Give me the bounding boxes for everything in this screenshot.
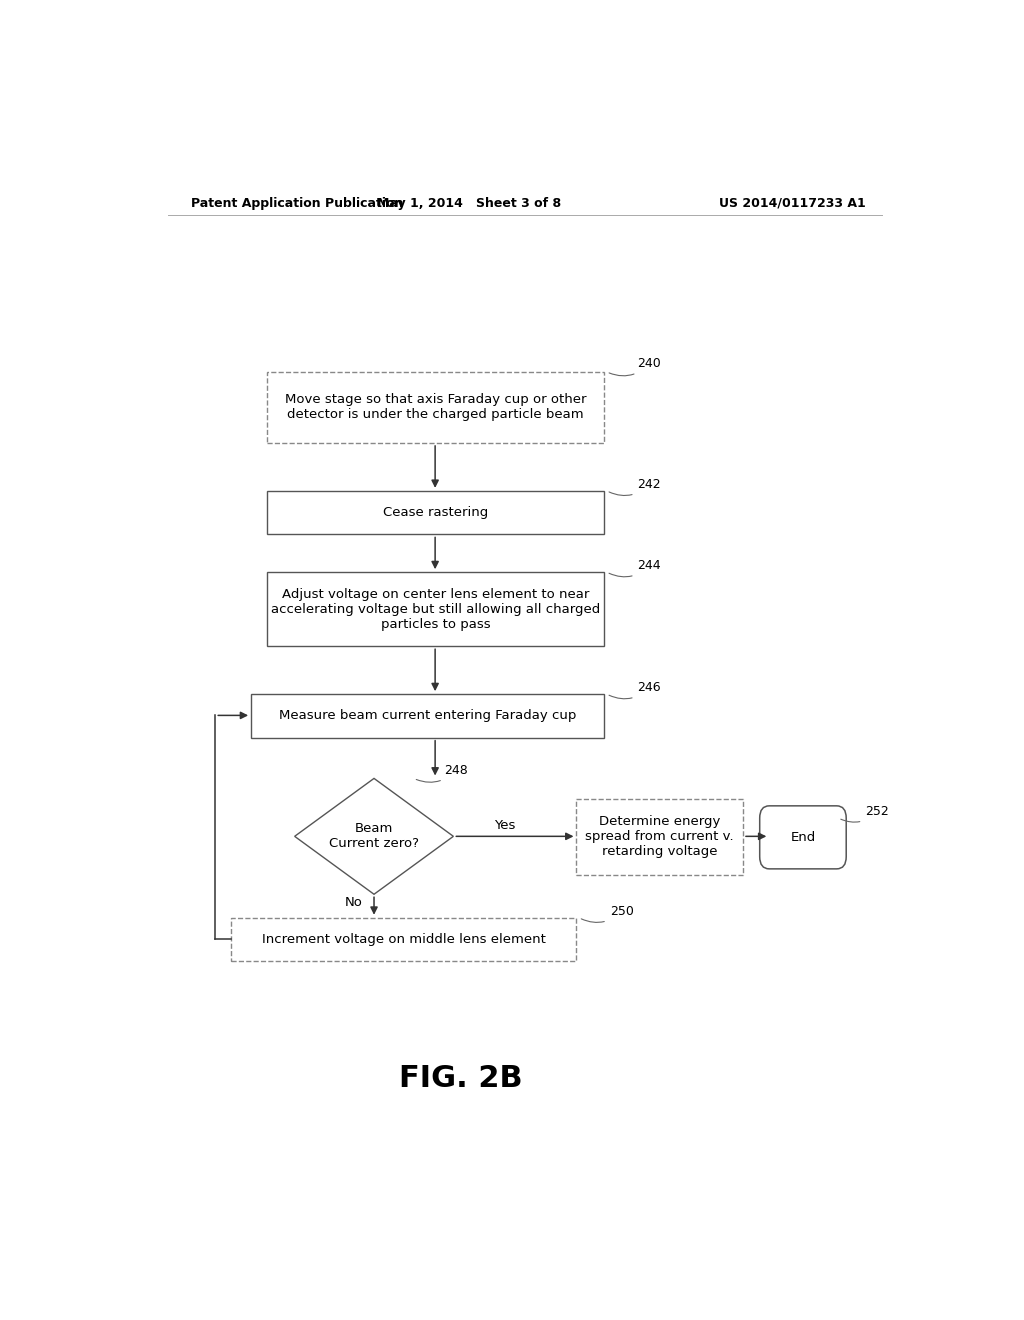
FancyBboxPatch shape bbox=[267, 572, 604, 647]
Text: 244: 244 bbox=[609, 560, 662, 577]
FancyBboxPatch shape bbox=[251, 694, 604, 738]
Text: 240: 240 bbox=[609, 358, 662, 376]
Text: 250: 250 bbox=[582, 906, 634, 923]
Text: Adjust voltage on center lens element to near
accelerating voltage but still all: Adjust voltage on center lens element to… bbox=[271, 587, 600, 631]
FancyBboxPatch shape bbox=[577, 799, 743, 875]
FancyBboxPatch shape bbox=[267, 491, 604, 535]
FancyBboxPatch shape bbox=[267, 372, 604, 444]
Text: 242: 242 bbox=[609, 478, 662, 495]
Text: Patent Application Publication: Patent Application Publication bbox=[191, 197, 403, 210]
Text: 248: 248 bbox=[417, 764, 468, 783]
Text: Yes: Yes bbox=[494, 818, 515, 832]
Polygon shape bbox=[295, 779, 454, 894]
Text: Cease rastering: Cease rastering bbox=[383, 506, 488, 519]
Text: No: No bbox=[345, 896, 364, 909]
Text: Measure beam current entering Faraday cup: Measure beam current entering Faraday cu… bbox=[279, 709, 577, 722]
Text: 246: 246 bbox=[609, 681, 662, 698]
Text: May 1, 2014   Sheet 3 of 8: May 1, 2014 Sheet 3 of 8 bbox=[377, 197, 561, 210]
Text: End: End bbox=[791, 830, 815, 843]
Text: Determine energy
spread from current v.
retarding voltage: Determine energy spread from current v. … bbox=[586, 816, 734, 858]
Text: Increment voltage on middle lens element: Increment voltage on middle lens element bbox=[262, 933, 546, 946]
Text: Move stage so that axis Faraday cup or other
detector is under the charged parti: Move stage so that axis Faraday cup or o… bbox=[285, 393, 587, 421]
Text: FIG. 2B: FIG. 2B bbox=[399, 1064, 523, 1093]
FancyBboxPatch shape bbox=[231, 917, 577, 961]
Text: Beam
Current zero?: Beam Current zero? bbox=[329, 822, 419, 850]
Text: 252: 252 bbox=[841, 805, 889, 822]
FancyBboxPatch shape bbox=[760, 805, 846, 869]
Text: US 2014/0117233 A1: US 2014/0117233 A1 bbox=[719, 197, 866, 210]
